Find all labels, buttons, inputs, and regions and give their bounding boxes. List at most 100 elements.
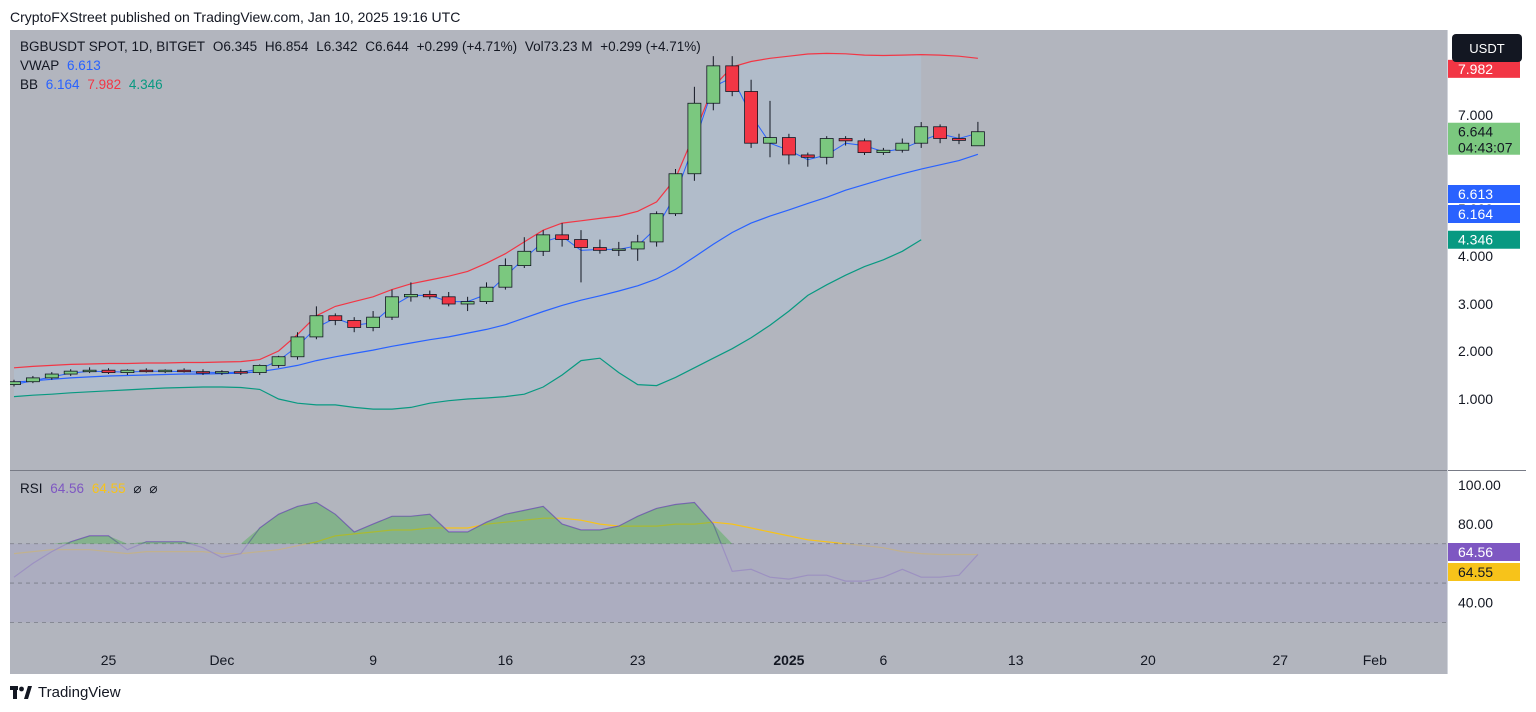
candle[interactable] bbox=[838, 136, 853, 146]
candle[interactable] bbox=[782, 133, 796, 165]
candle[interactable] bbox=[668, 169, 683, 217]
time-axis-bg bbox=[10, 644, 1447, 674]
candle-body bbox=[309, 315, 324, 338]
candle[interactable] bbox=[857, 138, 872, 155]
candle[interactable] bbox=[479, 282, 494, 304]
candle[interactable] bbox=[441, 292, 456, 307]
candles[interactable] bbox=[7, 56, 985, 387]
candle[interactable] bbox=[630, 234, 645, 261]
candle[interactable] bbox=[366, 311, 381, 332]
candle[interactable] bbox=[517, 237, 532, 268]
candle[interactable] bbox=[82, 367, 97, 374]
candle[interactable] bbox=[574, 230, 588, 283]
vwap-legend[interactable]: VWAP 6.613 bbox=[20, 58, 105, 73]
ohlc-change: +0.299 (+4.71%) bbox=[416, 39, 518, 54]
candle[interactable] bbox=[687, 86, 702, 181]
candle[interactable] bbox=[876, 147, 891, 155]
candle[interactable] bbox=[422, 290, 437, 300]
bb-lower-line bbox=[13, 239, 922, 410]
candle-body bbox=[158, 369, 173, 373]
candle[interactable] bbox=[914, 122, 929, 148]
candle[interactable] bbox=[744, 79, 758, 148]
candle-body bbox=[498, 265, 513, 288]
candle[interactable] bbox=[800, 152, 815, 167]
candle-body bbox=[914, 126, 929, 144]
bb-legend[interactable]: BB 6.164 7.982 4.346 bbox=[20, 77, 167, 92]
candle-body bbox=[819, 138, 834, 158]
time-tick-label: 16 bbox=[498, 652, 514, 668]
candle[interactable] bbox=[44, 372, 59, 380]
candle[interactable] bbox=[25, 375, 40, 384]
candle[interactable] bbox=[555, 223, 569, 247]
candle[interactable] bbox=[177, 368, 192, 373]
candle-body bbox=[328, 315, 343, 321]
candle-body bbox=[101, 369, 116, 374]
candle[interactable] bbox=[120, 369, 135, 375]
candle[interactable] bbox=[328, 313, 343, 326]
candle[interactable] bbox=[403, 282, 418, 302]
candle[interactable] bbox=[536, 230, 551, 256]
price-tick-label: 7.000 bbox=[1458, 107, 1493, 123]
candle[interactable] bbox=[971, 121, 985, 147]
candle-body bbox=[422, 293, 437, 298]
candle-body bbox=[952, 138, 966, 141]
candle[interactable] bbox=[139, 368, 154, 373]
candle[interactable] bbox=[63, 369, 78, 376]
rsi-ma-price-label-bg bbox=[1448, 563, 1520, 581]
candle[interactable] bbox=[593, 239, 607, 254]
candle-body bbox=[574, 239, 588, 248]
candle[interactable] bbox=[725, 56, 740, 97]
candle-body bbox=[536, 234, 551, 252]
time-tick-label: Feb bbox=[1363, 652, 1387, 668]
candle[interactable] bbox=[252, 364, 267, 375]
candle[interactable] bbox=[895, 138, 910, 153]
ohlc-low: L6.342 bbox=[316, 39, 358, 54]
time-tick-label: 6 bbox=[880, 652, 888, 668]
time-tick-label: 20 bbox=[1140, 652, 1156, 668]
rsi-tick-label: 80.00 bbox=[1458, 516, 1493, 532]
candle[interactable] bbox=[290, 332, 305, 360]
candle-body bbox=[44, 373, 59, 379]
chart-frame[interactable]: 7.0005.0004.0003.0002.0001.000100.0080.0… bbox=[7, 30, 1526, 674]
bb-mid-price-label-bg bbox=[1448, 205, 1520, 223]
candle[interactable] bbox=[347, 317, 362, 333]
symbol-name[interactable]: BGBUSDT SPOT, 1D, BITGET bbox=[20, 39, 206, 54]
candle[interactable] bbox=[498, 258, 513, 290]
rsi-extra-1: ⌀ bbox=[133, 481, 142, 496]
tradingview-logo-icon bbox=[10, 685, 32, 699]
candle-body bbox=[252, 364, 267, 373]
rsi-price-label-bg bbox=[1448, 543, 1520, 561]
candle[interactable] bbox=[309, 306, 324, 340]
candle[interactable] bbox=[271, 355, 286, 368]
rsi-legend[interactable]: RSI 64.56 64.55 ⌀ ⌀ bbox=[20, 481, 161, 497]
candle[interactable] bbox=[706, 56, 721, 111]
candle[interactable] bbox=[158, 369, 173, 374]
currency-button[interactable]: USDT bbox=[1452, 34, 1522, 62]
candle[interactable] bbox=[385, 289, 399, 320]
candle[interactable] bbox=[233, 369, 248, 375]
candle[interactable] bbox=[649, 211, 664, 247]
rsi-band-fill bbox=[10, 543, 1447, 623]
candle-body bbox=[971, 131, 985, 147]
candle[interactable] bbox=[611, 241, 626, 256]
time-tick-label: 2025 bbox=[773, 652, 804, 668]
time-axis-ticks: 25 Dec 9 16 23 2025 6 13 20 27 Feb bbox=[101, 652, 1387, 668]
chart-svg[interactable]: 7.0005.0004.0003.0002.0001.000100.0080.0… bbox=[7, 30, 1526, 674]
tradingview-brand[interactable]: TradingView bbox=[10, 684, 121, 701]
candle-body bbox=[385, 296, 399, 318]
candle[interactable] bbox=[933, 124, 947, 144]
candle[interactable] bbox=[952, 133, 966, 145]
candle-body bbox=[593, 247, 607, 251]
candle[interactable] bbox=[214, 370, 229, 375]
bb-label: BB bbox=[20, 77, 39, 92]
candle[interactable] bbox=[460, 296, 475, 312]
candle[interactable] bbox=[819, 136, 834, 165]
candle[interactable] bbox=[196, 369, 210, 375]
volume-change: +0.299 (+4.71%) bbox=[600, 39, 701, 54]
candle[interactable] bbox=[763, 100, 777, 158]
candle-body bbox=[857, 140, 872, 153]
bb-upper-price-label-bg bbox=[1448, 59, 1520, 78]
time-tick-label: 23 bbox=[630, 652, 646, 668]
time-tick-label: Dec bbox=[209, 652, 234, 668]
candle[interactable] bbox=[101, 368, 116, 375]
